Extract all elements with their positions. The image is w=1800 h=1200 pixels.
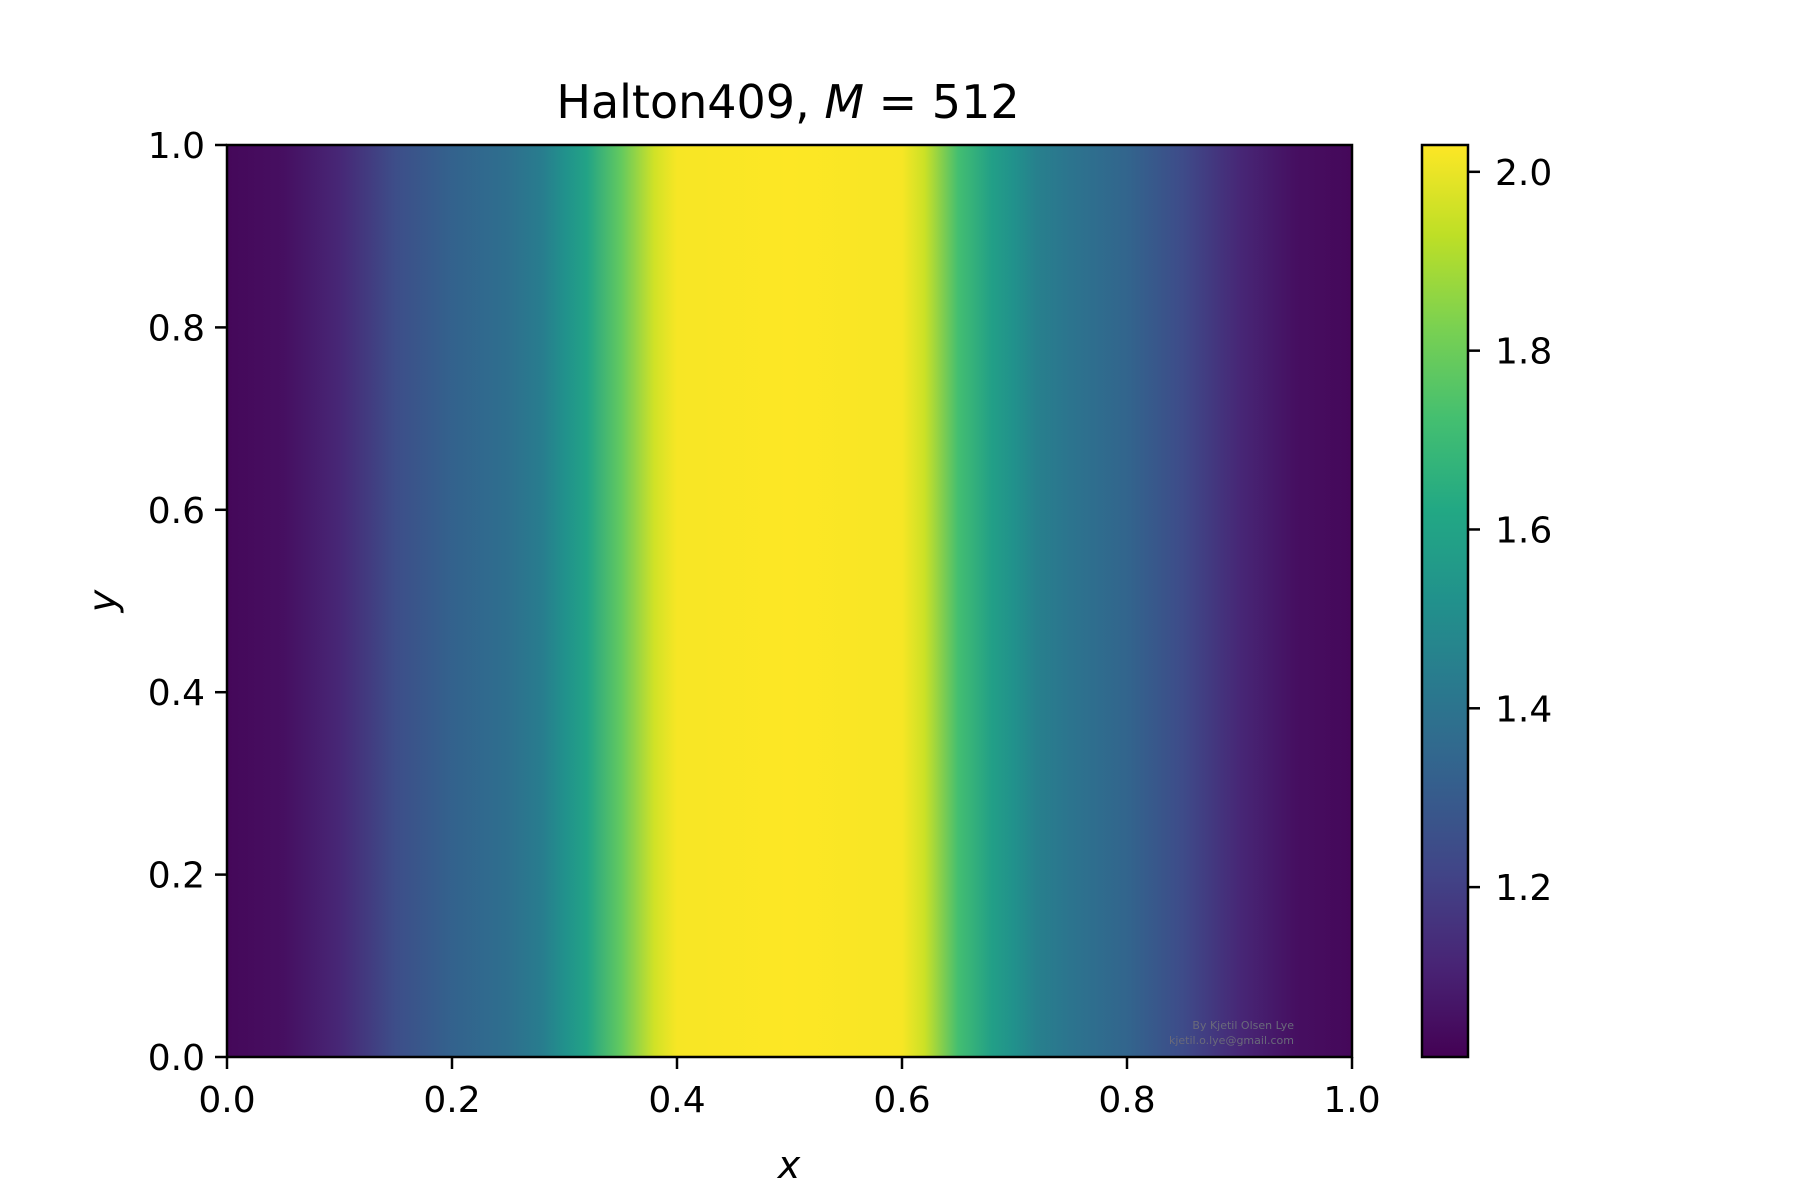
y-tick-label: 0.6 xyxy=(148,491,205,532)
x-axis-label: x xyxy=(777,1143,801,1187)
x-tick-label: 0.6 xyxy=(873,1080,930,1121)
colorbar-tick-label: 1.2 xyxy=(1495,868,1552,909)
plot-frame xyxy=(225,143,1354,1059)
x-tick-label: 0.2 xyxy=(423,1080,480,1121)
x-tick-label: 0.8 xyxy=(1098,1080,1155,1121)
y-axis-label: y xyxy=(81,589,125,613)
heatmap-plot-area: By Kjetil Olsen Lye kjetil.o.lye@gmail.c… xyxy=(225,143,1354,1059)
x-tick-label: 1.0 xyxy=(1323,1080,1380,1121)
y-tick-label: 0.4 xyxy=(148,673,205,714)
colorbar: 1.2 1.4 1.6 1.8 2.0 xyxy=(1420,143,1552,1059)
y-tick-label: 0.2 xyxy=(148,856,205,897)
y-axis: 0.0 0.2 0.4 0.6 0.8 1.0 xyxy=(148,126,227,1079)
y-tick-label: 1.0 xyxy=(148,126,205,167)
watermark-line-2: kjetil.o.lye@gmail.com xyxy=(1169,1034,1294,1047)
y-tick-label: 0.0 xyxy=(148,1038,205,1079)
heatmap-field xyxy=(227,145,1352,1057)
x-axis: 0.0 0.2 0.4 0.6 0.8 1.0 xyxy=(198,1057,1381,1121)
colorbar-gradient xyxy=(1422,145,1468,1057)
watermark-line-1: By Kjetil Olsen Lye xyxy=(1192,1019,1294,1032)
x-tick-label: 0.0 xyxy=(198,1080,255,1121)
colorbar-tick-label: 1.6 xyxy=(1495,510,1552,551)
x-tick-label: 0.4 xyxy=(648,1080,705,1121)
colorbar-frame xyxy=(1420,143,1470,1059)
colorbar-tick-label: 1.4 xyxy=(1495,689,1552,730)
colorbar-tick-label: 2.0 xyxy=(1495,153,1552,194)
y-tick-label: 0.8 xyxy=(148,308,205,349)
colorbar-tick-label: 1.8 xyxy=(1495,332,1552,373)
colorbar-ticks: 1.2 1.4 1.6 1.8 2.0 xyxy=(1468,153,1552,909)
chart-title: Halton409, M = 512 xyxy=(556,75,1019,129)
